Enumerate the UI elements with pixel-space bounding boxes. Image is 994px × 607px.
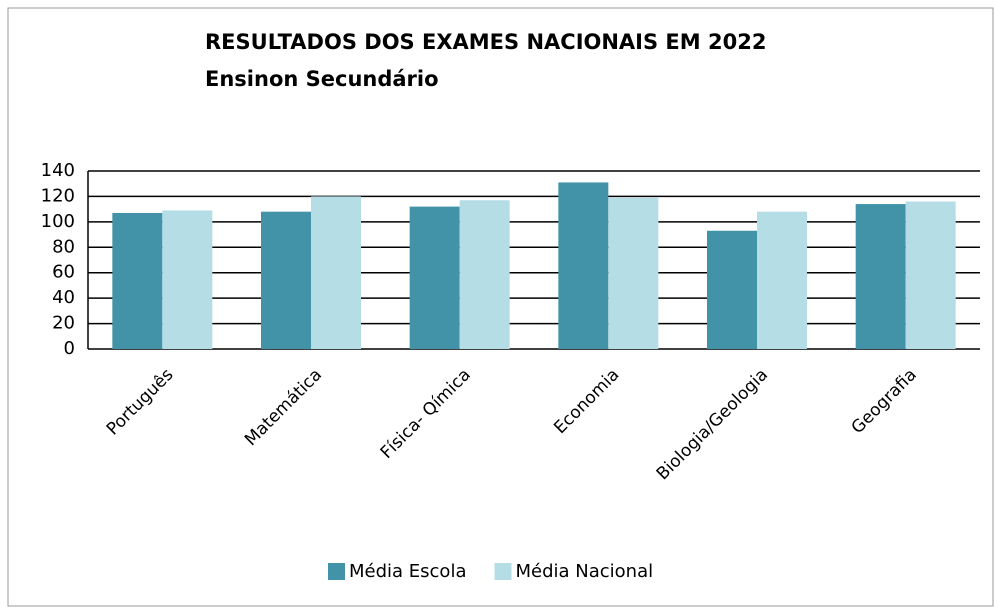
bar [261,211,311,349]
y-tick-label: 20 [52,313,75,334]
bar [855,204,906,349]
bar [905,201,956,349]
y-tick-label: 40 [52,287,75,308]
chart-subtitle: Ensinon Secundário [205,67,439,91]
chart-title: RESULTADOS DOS EXAMES NACIONAIS EM 2022 [205,30,766,54]
legend-label: Média Escola [349,561,466,582]
bar [409,206,460,349]
y-tick-label: 140 [41,160,75,181]
bar [112,212,163,349]
legend-swatch [494,563,512,580]
bar [707,230,757,349]
legend-label: Média Nacional [515,561,653,582]
bar [459,200,510,349]
y-tick-label: 80 [52,236,75,257]
bar [311,196,361,349]
bar [608,197,659,349]
bar [162,210,213,349]
y-tick-label: 100 [41,211,75,232]
y-tick-label: 120 [41,185,75,206]
bar [558,182,609,349]
y-tick-label: 0 [64,338,75,359]
bar [757,211,807,349]
legend-swatch [328,563,345,580]
y-tick-label: 60 [52,262,75,283]
